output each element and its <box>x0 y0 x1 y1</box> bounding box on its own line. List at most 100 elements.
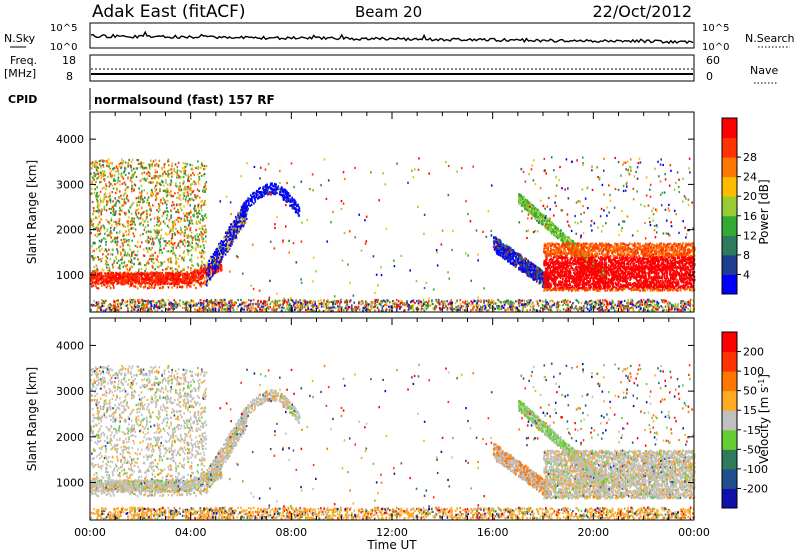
power-cell <box>146 168 148 170</box>
power-cell <box>94 188 96 190</box>
power-cell <box>424 214 426 216</box>
power-cell <box>186 281 188 283</box>
power-cell <box>160 275 162 277</box>
power-cell <box>236 308 238 310</box>
power-cell <box>191 183 193 185</box>
power-cell <box>190 178 192 180</box>
power-cell <box>92 272 94 274</box>
power-cell <box>172 221 174 223</box>
power-cell <box>224 302 226 304</box>
power-cell <box>183 252 185 254</box>
power-cell <box>228 242 230 244</box>
power-cell <box>201 209 203 211</box>
power-cell <box>194 273 196 275</box>
power-cell <box>409 269 411 271</box>
power-cell <box>140 198 142 200</box>
power-cell <box>575 305 577 307</box>
power-cell <box>156 224 158 226</box>
power-cell <box>185 174 187 176</box>
power-cell <box>189 259 191 261</box>
power-cell <box>264 304 266 306</box>
power-cell <box>92 282 94 284</box>
power-cell <box>170 272 172 274</box>
power-cell <box>300 305 302 307</box>
power-cell <box>93 281 95 283</box>
power-cell <box>144 172 146 174</box>
power-cell <box>334 303 336 305</box>
power-cell <box>164 278 166 280</box>
power-cell <box>109 221 111 223</box>
power-cell <box>518 302 520 304</box>
power-cell <box>201 252 203 254</box>
power-cell <box>91 218 93 220</box>
power-cell <box>93 250 95 252</box>
power-cell <box>123 160 125 162</box>
power-cell <box>548 302 550 304</box>
power-cell <box>486 300 488 302</box>
power-cell <box>167 211 169 213</box>
power-cell <box>152 238 154 240</box>
freq-label-line2: [MHz] <box>4 67 36 80</box>
power-cell <box>324 158 326 160</box>
power-cell <box>151 195 153 197</box>
power-cell <box>153 242 155 244</box>
power-cell <box>374 292 376 294</box>
power-cell <box>151 286 153 288</box>
power-cell <box>351 309 353 311</box>
power-cell <box>353 302 355 304</box>
power-cell <box>159 249 161 251</box>
power-cell <box>193 207 195 209</box>
power-cell <box>168 159 170 161</box>
power-cell <box>149 168 151 170</box>
power-cell <box>119 190 121 192</box>
power-cell <box>131 190 133 192</box>
power-cell <box>115 272 117 274</box>
power-cell <box>96 302 98 304</box>
power-cell <box>199 251 201 253</box>
power-cell <box>109 208 111 210</box>
power-cell <box>165 276 167 278</box>
power-cell <box>255 193 257 195</box>
power-cell <box>158 206 160 208</box>
power-cell <box>202 200 204 202</box>
power-cell <box>97 309 99 311</box>
power-cell <box>113 211 115 213</box>
power-cell <box>125 282 127 284</box>
power-cell <box>171 279 173 281</box>
power-cell <box>119 268 121 270</box>
power-cell <box>373 255 375 257</box>
power-cell <box>251 196 253 198</box>
power-cell <box>488 305 490 307</box>
power-cell <box>300 278 302 280</box>
cpid-value: normalsound (fast) 157 RF <box>94 93 275 107</box>
power-cell <box>281 186 283 188</box>
power-cell <box>170 228 172 230</box>
power-cell <box>165 245 167 247</box>
power-cell <box>683 305 685 307</box>
power-cell <box>167 279 169 281</box>
power-cell <box>115 240 117 242</box>
power-cell <box>95 195 97 197</box>
power-cell <box>279 191 281 193</box>
power-cell <box>154 252 156 254</box>
power-cell <box>143 254 145 256</box>
power-cell <box>610 307 612 309</box>
power-cell <box>441 243 443 245</box>
power-cell <box>184 273 186 275</box>
power-cell <box>196 216 198 218</box>
power-cell <box>259 191 261 193</box>
power-cell <box>261 303 263 305</box>
power-cell <box>463 305 465 307</box>
power-cell <box>361 250 363 252</box>
power-cell <box>158 261 160 263</box>
power-cell <box>165 179 167 181</box>
power-cell <box>342 260 344 262</box>
power-cell <box>162 304 164 306</box>
power-cell <box>243 202 245 204</box>
power-cell <box>581 302 583 304</box>
power-cell <box>218 261 220 263</box>
power-cell <box>108 165 110 167</box>
power-cell <box>473 300 475 302</box>
power-cell <box>177 230 179 232</box>
power-cell <box>139 277 141 279</box>
